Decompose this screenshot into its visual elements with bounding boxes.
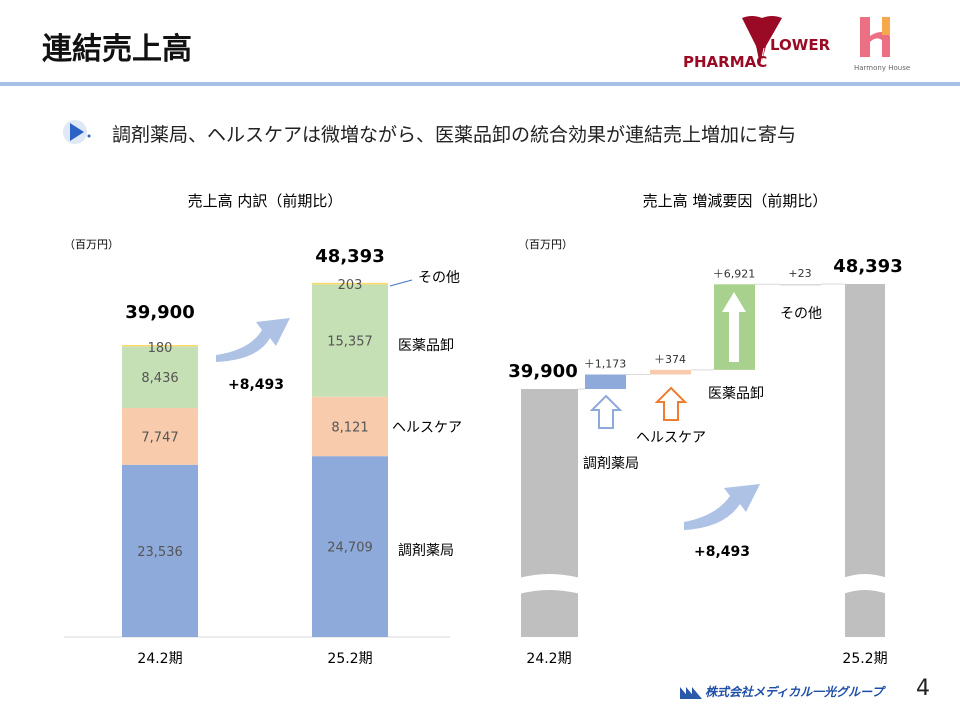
unit-label: （百万円） — [64, 238, 119, 251]
axis-break — [843, 574, 887, 594]
step-name-label: 医薬品卸 — [708, 386, 764, 402]
chart-title: 売上高 内訳（前期比） — [188, 192, 343, 210]
up-arrow-icon — [722, 292, 746, 362]
bar-1-0 — [122, 408, 198, 465]
bar-0-1 — [312, 456, 388, 637]
step-value-label: ＋1,173 — [584, 357, 627, 370]
harmony-house-logo: Harmony House — [854, 17, 910, 72]
end-total-label: 48,393 — [833, 256, 902, 277]
logo-text-lower: LOWER — [770, 36, 831, 54]
company-mark-icon — [680, 686, 702, 699]
bar-value-label: 8,436 — [141, 371, 178, 386]
bar-value-label: 15,357 — [327, 335, 373, 350]
axis-break — [519, 574, 580, 594]
x-tick-label: 24.2期 — [137, 651, 182, 667]
summary-text: 調剤薬局、ヘルスケアは微増ながら、医薬品卸の統合効果が連結売上増加に寄与 — [112, 124, 797, 146]
series-label: 調剤薬局 — [398, 543, 454, 559]
change-label: +8,493 — [228, 377, 284, 393]
step-value-label: ＋374 — [654, 353, 686, 366]
logo-text-pharmac: PHARMAC — [683, 53, 767, 71]
footer-logo: 株式会社メディカル一光グループ — [680, 683, 883, 700]
series-label: 医薬品卸 — [398, 338, 454, 354]
bar-2-0 — [122, 346, 198, 409]
page-title: 連結売上高 — [42, 32, 192, 67]
step-name-label: ヘルスケア — [636, 430, 706, 446]
step-name-label: その他 — [780, 306, 822, 322]
start-total-label: 39,900 — [508, 361, 577, 382]
step-value-label: ＋6,921 — [713, 267, 756, 280]
bar-value-label: 7,747 — [141, 430, 178, 445]
page-number: 4 — [916, 676, 930, 701]
step-bar-0 — [585, 374, 626, 389]
bar-3-1 — [312, 282, 388, 285]
total-label: 39,900 — [125, 302, 194, 323]
footer-company: 株式会社メディカル一光グループ — [705, 685, 884, 699]
bar-value-label: 203 — [338, 278, 363, 293]
bar-value-label: 24,709 — [327, 541, 373, 556]
header-divider — [0, 82, 960, 86]
bar-2-1 — [312, 284, 388, 397]
x-tick-label: 25.2期 — [842, 651, 887, 667]
step-value-label: +23 — [788, 267, 811, 280]
step-bar-1 — [650, 369, 691, 375]
growth-arrow-icon — [684, 484, 760, 530]
logo-text-harmony: Harmony House — [854, 64, 910, 72]
bar-value-label: 23,536 — [137, 545, 183, 560]
start-bar — [521, 389, 578, 637]
step-bar-3 — [780, 284, 821, 286]
change-label: +8,493 — [694, 544, 750, 560]
series-label: その他 — [418, 270, 460, 286]
pharmac-flower-logo: PHARMAC LOWER — [683, 16, 831, 71]
total-label: 48,393 — [315, 246, 384, 267]
step-name-label: 調剤薬局 — [583, 456, 639, 472]
chart-title: 売上高 増減要因（前期比） — [643, 192, 828, 210]
bar-value-label: 180 — [148, 341, 173, 356]
leader-line — [389, 279, 413, 287]
bar-0-0 — [122, 464, 198, 637]
up-arrow-icon — [654, 386, 688, 421]
bar-value-label: 8,121 — [331, 420, 368, 435]
unit-label: （百万円） — [518, 238, 573, 251]
x-tick-label: 24.2期 — [526, 651, 571, 667]
bar-3-0 — [122, 345, 198, 347]
play-triangle-icon — [63, 120, 91, 144]
bar-1-1 — [312, 396, 388, 457]
growth-arrow-icon — [216, 318, 290, 362]
series-label: ヘルスケア — [392, 420, 462, 436]
up-arrow-icon — [589, 394, 623, 429]
x-tick-label: 25.2期 — [327, 651, 372, 667]
